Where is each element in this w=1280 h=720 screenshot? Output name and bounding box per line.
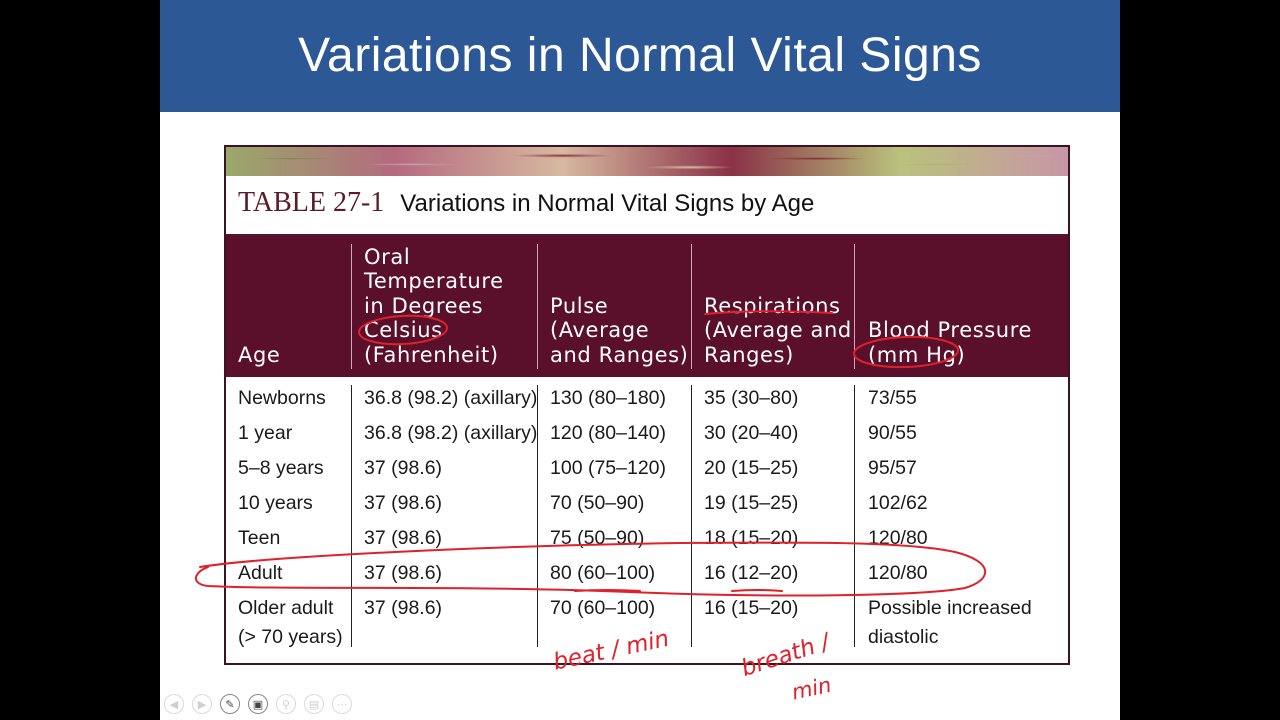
pulse-cell: 70 (50–90) [550, 492, 645, 514]
header-pulse: Pulse (Average and Ranges) [550, 293, 689, 367]
header-temperature: Oral Temperature in Degrees Celsius (Fah… [364, 244, 504, 367]
respirations-cell: 16 (12–20) [704, 562, 799, 584]
column-divider [854, 385, 855, 647]
table-number: TABLE 27-1 [238, 187, 385, 218]
header-divider [351, 244, 352, 369]
header-divider [854, 244, 855, 369]
blood-pressure-cell: 73/55 [868, 387, 917, 409]
table-header: Age Oral Temperature in Degrees Celsius … [226, 234, 1068, 377]
pulse-cell: 130 (80–180) [550, 387, 667, 409]
table-row: Adult 37 (98.6) 80 (60–100) 16 (12–20) 1… [226, 562, 1068, 597]
vital-signs-table: TABLE 27-1 Variations in Normal Vital Si… [224, 145, 1070, 665]
temperature-cell: 37 (98.6) [364, 527, 443, 549]
blood-pressure-cell: 120/80 [868, 562, 928, 584]
temperature-cell: 36.8 (98.2) (axillary) [364, 387, 538, 409]
table-row: Teen 37 (98.6) 75 (50–90) 18 (15–20) 120… [226, 527, 1068, 562]
temperature-cell: 36.8 (98.2) (axillary) [364, 422, 538, 444]
decorative-texture-strip [226, 147, 1068, 176]
temperature-cell: 37 (98.6) [364, 457, 443, 479]
age-cell: Newborns [238, 387, 326, 409]
table-caption: TABLE 27-1 Variations in Normal Vital Si… [238, 187, 814, 227]
respirations-cell: 30 (20–40) [704, 422, 799, 444]
header-respirations: Respirations (Average and Ranges) [704, 293, 852, 367]
header-divider [691, 244, 692, 369]
table-row: Older adult (> 70 years) 37 (98.6) 70 (6… [226, 597, 1068, 667]
previous-icon[interactable]: ◀ [164, 694, 184, 714]
pulse-cell: 120 (80–140) [550, 422, 667, 444]
respirations-cell: 16 (15–20) [704, 597, 799, 619]
pulse-cell: 100 (75–120) [550, 457, 667, 479]
blood-pressure-cell: 95/57 [868, 457, 917, 479]
display-icon[interactable]: ▤ [304, 694, 324, 714]
title-bar: Variations in Normal Vital Signs [160, 0, 1120, 112]
age-cell: 5–8 years [238, 457, 324, 479]
table-row: 1 year 36.8 (98.2) (axillary) 120 (80–14… [226, 422, 1068, 457]
blood-pressure-cell: 102/62 [868, 492, 928, 514]
slideshow-controls: ◀ ▶ ✎ ▣ ⚲ ▤ ⋯ [164, 694, 352, 716]
temperature-cell: 37 (98.6) [364, 492, 443, 514]
blood-pressure-cell: 90/55 [868, 422, 917, 444]
zoom-icon[interactable]: ⚲ [276, 694, 296, 714]
age-cell: Older adult (> 70 years) [238, 597, 343, 648]
age-cell: 1 year [238, 422, 293, 444]
table-row: 5–8 years 37 (98.6) 100 (75–120) 20 (15–… [226, 457, 1068, 492]
pulse-cell: 75 (50–90) [550, 527, 645, 549]
slide-title: Variations in Normal Vital Signs [298, 29, 982, 82]
more-icon[interactable]: ⋯ [332, 694, 352, 714]
temperature-cell: 37 (98.6) [364, 597, 443, 619]
column-divider [691, 385, 692, 647]
age-cell: 10 years [238, 492, 313, 514]
table-row: Newborns 36.8 (98.2) (axillary) 130 (80–… [226, 387, 1068, 422]
resp-note-2: min [790, 673, 834, 705]
column-divider [537, 385, 538, 647]
respirations-cell: 18 (15–20) [704, 527, 799, 549]
pulse-cell: 70 (60–100) [550, 597, 656, 619]
next-icon[interactable]: ▶ [192, 694, 212, 714]
age-cell: Adult [238, 562, 283, 584]
respirations-cell: 35 (30–80) [704, 387, 799, 409]
table-name: Variations in Normal Vital Signs by Age [400, 190, 815, 217]
blood-pressure-cell: Possible increased diastolic [868, 597, 1032, 648]
header-divider [537, 244, 538, 369]
respirations-cell: 20 (15–25) [704, 457, 799, 479]
temperature-cell: 37 (98.6) [364, 562, 443, 584]
blood-pressure-cell: 120/80 [868, 527, 928, 549]
slides-icon[interactable]: ▣ [248, 694, 268, 714]
header-age: Age [238, 342, 281, 367]
age-cell: Teen [238, 527, 281, 549]
table-row: 10 years 37 (98.6) 70 (50–90) 19 (15–25)… [226, 492, 1068, 527]
slide: Variations in Normal Vital Signs TABLE 2… [160, 0, 1120, 720]
header-blood-pressure: Blood Pressure (mm Hg) [868, 318, 1033, 367]
pulse-cell: 80 (60–100) [550, 562, 656, 584]
column-divider [351, 385, 352, 647]
respirations-cell: 19 (15–25) [704, 492, 799, 514]
pen-icon[interactable]: ✎ [220, 694, 240, 714]
